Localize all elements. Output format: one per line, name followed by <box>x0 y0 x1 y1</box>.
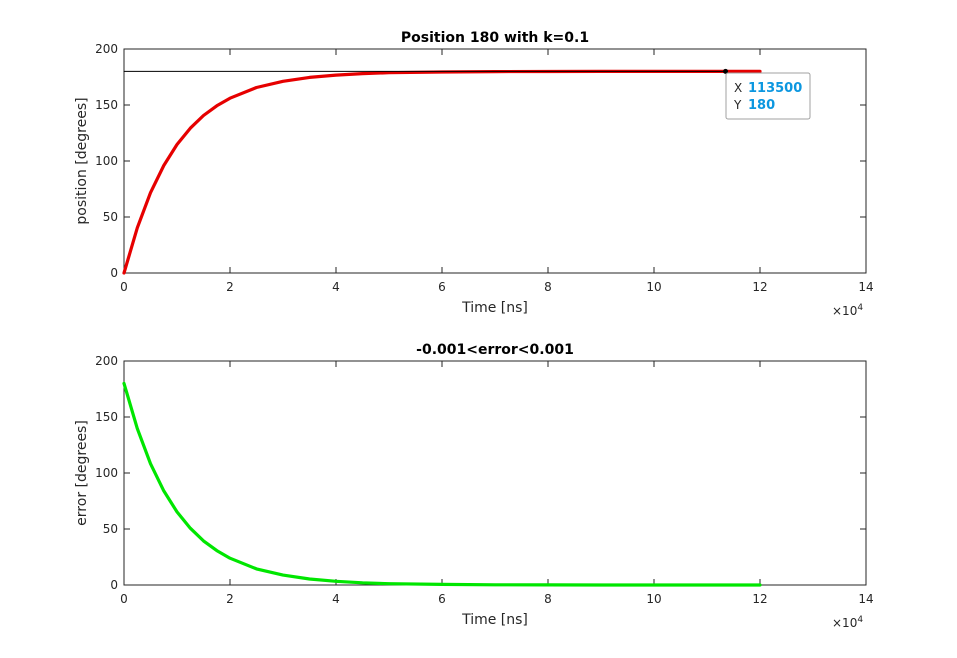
data-tip[interactable]: X 113500 Y 180 <box>725 72 811 120</box>
error-plot-area <box>123 360 867 586</box>
error-x-tick-label: 12 <box>752 592 767 606</box>
error-y-tick-label: 0 <box>110 578 118 592</box>
error-y-tick-label: 150 <box>95 410 118 424</box>
position-x-tick-label: 0 <box>120 280 128 294</box>
error-x-axis-label: Time [ns] <box>461 612 528 628</box>
position-y-tick-label: 200 <box>95 42 118 56</box>
error-y-tick-label: 100 <box>95 466 118 480</box>
error-x-tick-label: 0 <box>120 592 128 606</box>
position-chart-title: Position 180 with k=0.1 <box>401 30 589 46</box>
position-x-exponent: ×104 <box>832 303 863 318</box>
error-chart-title: -0.001<error<0.001 <box>416 342 574 358</box>
position-x-tick-label: 4 <box>332 280 340 294</box>
error-x-tick-label: 6 <box>438 592 446 606</box>
error-y-tick-label: 200 <box>95 354 118 368</box>
position-axes: Position 180 with k=0.1 0 2 4 6 8 10 12 14 0 50 1… <box>74 30 874 318</box>
error-x-tick-label: 14 <box>858 592 873 606</box>
error-x-tick-label: 4 <box>332 592 340 606</box>
data-tip-x-value: 113500 <box>748 81 802 96</box>
error-x-tick-label: 10 <box>646 592 661 606</box>
position-y-tick-label: 100 <box>95 154 118 168</box>
position-y-tick-label: 0 <box>110 266 118 280</box>
error-axes: -0.001<error<0.001 0 2 4 6 8 10 12 14 0 50 100 150… <box>74 342 874 630</box>
error-series-line-0 <box>122 381 762 587</box>
data-tip-y-label: Y <box>733 98 742 112</box>
error-y-axis-label: error [degrees] <box>74 420 90 526</box>
position-x-tick-label: 12 <box>752 280 767 294</box>
error-x-exponent: ×104 <box>832 615 863 630</box>
position-x-axis-label: Time [ns] <box>461 300 528 316</box>
position-x-tick-label: 14 <box>858 280 873 294</box>
position-x-tick-label: 2 <box>226 280 234 294</box>
position-y-axis-label: position [degrees] <box>74 97 90 224</box>
data-tip-x-label: X <box>734 81 742 95</box>
position-y-tick-label: 150 <box>95 98 118 112</box>
data-tip-box <box>725 72 811 120</box>
error-x-tick-label: 8 <box>544 592 552 606</box>
data-tip-y-value: 180 <box>748 98 775 113</box>
error-y-tick-label: 50 <box>103 522 118 536</box>
position-x-tick-label: 10 <box>646 280 661 294</box>
data-tip-marker[interactable] <box>723 68 729 74</box>
position-y-tick-label: 50 <box>103 210 118 224</box>
position-x-tick-label: 6 <box>438 280 446 294</box>
position-x-tick-label: 8 <box>544 280 552 294</box>
error-x-tick-label: 2 <box>226 592 234 606</box>
